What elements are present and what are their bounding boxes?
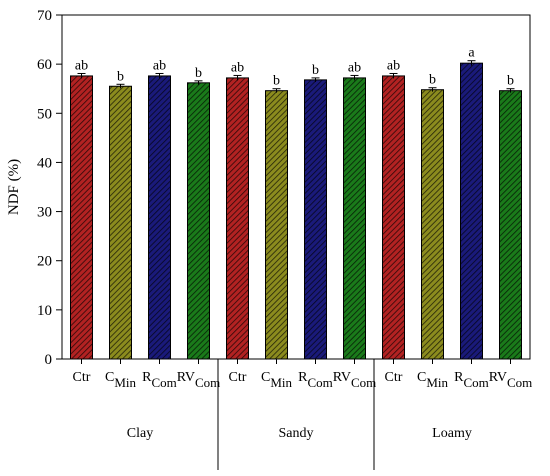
bar — [421, 89, 444, 360]
significance-label: b — [117, 69, 124, 84]
bar — [109, 85, 132, 360]
significance-label: b — [507, 74, 514, 89]
y-tick-label: 50 — [37, 106, 52, 122]
y-tick-label: 40 — [37, 155, 52, 171]
bar — [226, 77, 249, 360]
x-tick-label: Ctr — [73, 370, 91, 385]
significance-label: ab — [231, 60, 244, 75]
y-tick-label: 20 — [37, 254, 52, 270]
x-tick-label: RCom — [142, 370, 177, 390]
x-tick-label: RVCom — [489, 370, 533, 390]
bar — [265, 90, 288, 360]
significance-label: b — [195, 66, 202, 81]
bar — [460, 62, 483, 360]
group-label: Sandy — [279, 426, 314, 441]
x-tick-label: CMin — [105, 370, 137, 390]
y-tick-label: 60 — [37, 57, 52, 73]
bar — [382, 75, 405, 360]
group-label: Loamy — [432, 426, 472, 441]
x-tick-label: Ctr — [229, 370, 247, 385]
bar — [499, 90, 522, 360]
y-axis-title: NDF (%) — [6, 159, 22, 215]
significance-label: b — [429, 73, 436, 88]
x-tick-label: CMin — [261, 370, 293, 390]
bar — [70, 75, 93, 360]
bar — [343, 77, 366, 360]
plot-frame — [61, 14, 531, 360]
x-tick-label: RCom — [454, 370, 489, 390]
significance-label: b — [273, 74, 280, 89]
bar — [187, 82, 210, 360]
x-tick-label: RVCom — [177, 370, 221, 390]
significance-label: a — [468, 46, 475, 61]
significance-label: b — [312, 63, 319, 78]
y-tick-label: 10 — [37, 303, 52, 319]
bar — [304, 79, 327, 360]
bar — [148, 75, 171, 360]
y-tick-label: 70 — [37, 8, 52, 24]
x-tick-label: RCom — [298, 370, 333, 390]
significance-label: ab — [387, 58, 400, 73]
y-tick-label: 30 — [37, 205, 52, 221]
significance-label: ab — [75, 58, 88, 73]
significance-label: ab — [153, 58, 166, 73]
group-label: Clay — [127, 426, 153, 441]
x-tick-label: Ctr — [385, 370, 403, 385]
x-tick-label: RVCom — [333, 370, 377, 390]
significance-label: ab — [348, 60, 361, 75]
x-tick-label: CMin — [417, 370, 449, 390]
y-tick-label: 0 — [45, 352, 53, 368]
